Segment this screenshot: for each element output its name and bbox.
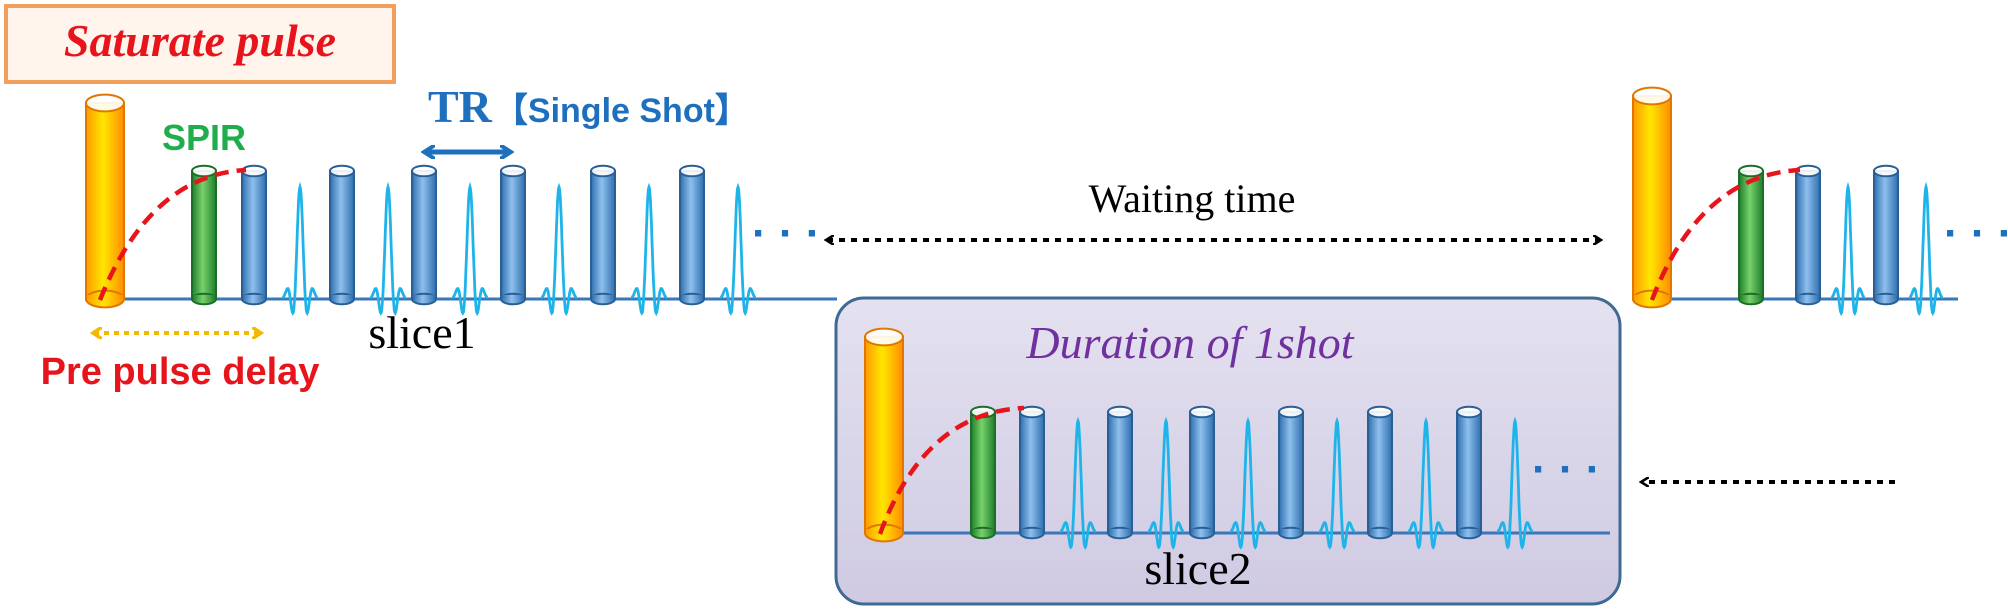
duration-box: Duration of 1shot · · · slice2 — [834, 296, 1622, 606]
excitation-pulse-icon — [1019, 405, 1045, 540]
echo-signal-icon — [540, 182, 578, 317]
excitation-pulse-icon — [500, 164, 526, 306]
echo-signal-icon — [1318, 416, 1356, 550]
echo-signal-icon — [630, 182, 668, 317]
echo-signal-icon — [1830, 181, 1866, 317]
excitation-pulse-icon — [1873, 164, 1899, 306]
recovery-curve — [877, 405, 1025, 535]
slice2-continuation-dots: · · · — [1532, 445, 1600, 494]
excitation-pulse-icon — [679, 164, 705, 306]
slice2-sequence — [864, 327, 1534, 550]
excitation-pulse-icon — [1367, 405, 1393, 540]
tr-label: TR【Single Shot】 — [428, 81, 749, 132]
duration-of-1shot-label: Duration of 1shot — [1025, 317, 1354, 368]
echo-signal-icon — [369, 181, 407, 317]
repeat-continuation-dots: · · · — [1944, 209, 2008, 258]
saturation-pulse-icon — [85, 93, 125, 309]
excitation-pulse-icon — [1278, 405, 1304, 540]
excitation-pulse-icon — [1456, 405, 1482, 540]
pre-pulse-delay-label: Pre pulse delay — [41, 351, 320, 393]
slice1-sequence — [85, 93, 757, 317]
saturate-pulse-label: Saturate pulse — [64, 15, 336, 66]
echo-signal-icon — [1908, 181, 1944, 317]
spir-pulse-icon — [1738, 164, 1764, 306]
repeat-sequence — [1632, 86, 1944, 317]
echo-signal-icon — [451, 181, 489, 317]
spir-label: SPIR — [162, 117, 246, 158]
echo-signal-icon — [1496, 416, 1534, 550]
spir-pulse-icon — [191, 164, 217, 306]
slice2-label: slice2 — [1144, 543, 1251, 594]
slice1-label: slice1 — [368, 307, 475, 358]
excitation-pulse-icon — [1189, 405, 1215, 540]
slice1-continuation-dots: · · · — [752, 209, 820, 258]
excitation-pulse-icon — [1795, 164, 1821, 306]
excitation-pulse-icon — [329, 164, 355, 306]
echo-signal-icon — [719, 182, 757, 317]
excitation-pulse-icon — [590, 164, 616, 306]
tr-label-group: TR【Single Shot】 — [425, 81, 749, 152]
excitation-pulse-icon — [241, 164, 267, 306]
echo-signal-icon — [1059, 416, 1097, 550]
excitation-pulse-icon — [1107, 405, 1133, 540]
recovery-curve — [1649, 167, 1801, 301]
saturation-pulse-icon — [864, 327, 904, 543]
echo-signal-icon — [1229, 416, 1267, 550]
echo-signal-icon — [1147, 416, 1185, 550]
spir-pulse-icon — [970, 405, 996, 540]
echo-signal-icon — [281, 181, 319, 317]
single-shot-text: 【Single Shot】 — [494, 92, 749, 130]
excitation-pulse-icon — [411, 164, 437, 306]
tr-text: TR — [428, 81, 493, 132]
echo-signal-icon — [1407, 416, 1445, 550]
saturate-pulse-label-box: Saturate pulse — [4, 4, 396, 84]
recovery-curve — [97, 167, 247, 301]
waiting-time-label: Waiting time — [1089, 176, 1296, 221]
